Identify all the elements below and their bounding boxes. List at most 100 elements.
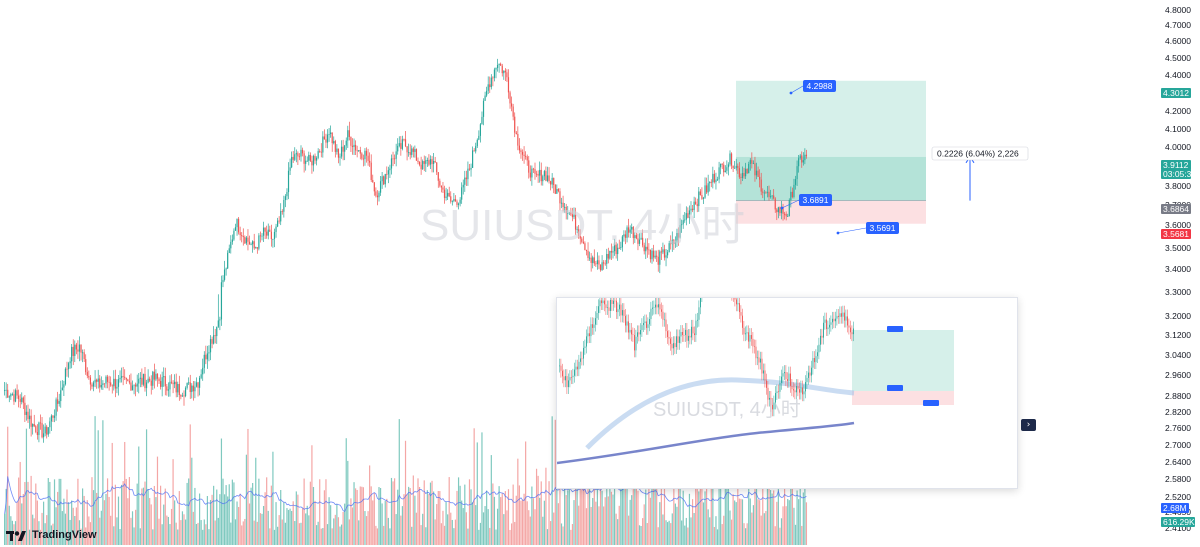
candle-body: [367, 155, 369, 161]
inset-candle: [578, 361, 580, 370]
candle: [199, 375, 201, 396]
loss-zone[interactable]: [736, 200, 926, 224]
candle: [223, 260, 226, 282]
candle-body: [587, 251, 589, 259]
candle-body: [10, 394, 12, 397]
candle: [638, 233, 641, 247]
candle: [395, 143, 397, 167]
measure-label: [931, 146, 1029, 161]
volume-bar: [21, 503, 23, 545]
candle-body: [280, 211, 282, 222]
candle: [80, 344, 82, 361]
volume-bar: [738, 498, 740, 545]
candle-body: [188, 382, 190, 384]
price-tick: 3.4000: [1165, 264, 1191, 274]
volume-bar: [584, 481, 586, 545]
candle-body: [518, 145, 520, 151]
candle: [250, 242, 252, 246]
candle-body: [793, 184, 795, 197]
inset-candle: [802, 387, 803, 395]
volume-bar: [25, 428, 28, 545]
inset-candle: [745, 333, 746, 335]
candle: [105, 375, 107, 389]
target-label[interactable]: [803, 80, 836, 92]
candle-body: [564, 206, 566, 208]
candle-body: [389, 168, 391, 171]
inset-candle: [644, 321, 646, 324]
volume-bar: [355, 488, 357, 545]
inset-candle: [650, 308, 652, 320]
candle: [41, 417, 43, 439]
inset-candle: [851, 332, 853, 335]
candle: [584, 241, 586, 251]
profit-zone[interactable]: [736, 80, 926, 157]
volume-bar: [312, 486, 315, 545]
candle: [305, 155, 307, 171]
candle: [695, 197, 697, 205]
candle: [465, 170, 467, 186]
volume-bar: [782, 506, 784, 545]
candle: [418, 161, 421, 167]
stop-label[interactable]: [866, 222, 899, 234]
candle: [63, 380, 65, 397]
candle-body: [567, 213, 569, 214]
candle: [323, 129, 325, 140]
volume-bar: [323, 490, 325, 545]
volume-bar: [230, 522, 232, 545]
candle: [649, 249, 652, 263]
volume-bar: [61, 511, 63, 545]
target-label-text: 4.2988: [807, 81, 833, 91]
candle: [484, 91, 486, 101]
candle: [213, 326, 215, 345]
volume-bar: [665, 520, 667, 545]
candle: [295, 149, 297, 163]
volume-bar: [291, 510, 293, 545]
volume-bar: [638, 525, 641, 545]
candle: [390, 154, 393, 175]
candle: [272, 238, 274, 248]
candle: [351, 138, 354, 155]
candle: [495, 67, 497, 79]
volume-bar: [269, 528, 271, 545]
candle-body: [333, 141, 335, 144]
inset-candle: [775, 393, 776, 403]
candle: [97, 369, 99, 389]
candle: [200, 369, 202, 380]
inset-candle: [632, 334, 634, 335]
volume-bar: [603, 506, 605, 545]
candle-body: [726, 167, 728, 171]
inset-watermark: SUIUSDT, 4小时: [653, 398, 801, 421]
chevron-right-icon[interactable]: ›: [1021, 419, 1036, 431]
candle-body: [428, 160, 430, 165]
volume-bar: [74, 516, 76, 545]
volume-bar: [673, 478, 675, 545]
candle-body: [642, 237, 644, 246]
entry-label[interactable]: [799, 194, 832, 206]
candle: [782, 203, 784, 221]
candle: [30, 409, 32, 437]
candle-body: [370, 162, 372, 180]
candle: [186, 382, 188, 390]
candle: [387, 166, 389, 184]
candle: [342, 139, 344, 161]
candle: [802, 152, 804, 166]
candle-body: [434, 161, 436, 163]
volume-bar: [53, 479, 56, 545]
candle: [291, 151, 293, 169]
candle-body: [361, 153, 363, 159]
candle-body: [507, 77, 510, 93]
candle-body: [740, 177, 742, 178]
volume-bar: [205, 524, 207, 545]
volume-bar: [763, 513, 765, 545]
volume-bar: [618, 505, 620, 545]
volume-bar: [247, 428, 249, 545]
inset-candle: [827, 327, 829, 330]
candle-body: [395, 151, 397, 159]
volume-bar: [295, 491, 297, 545]
candle-body: [690, 208, 692, 211]
tradingview-logo[interactable]: TradingView: [6, 527, 97, 543]
candle: [573, 207, 575, 220]
candle-body: [353, 144, 355, 148]
volume-bar: [345, 438, 347, 545]
